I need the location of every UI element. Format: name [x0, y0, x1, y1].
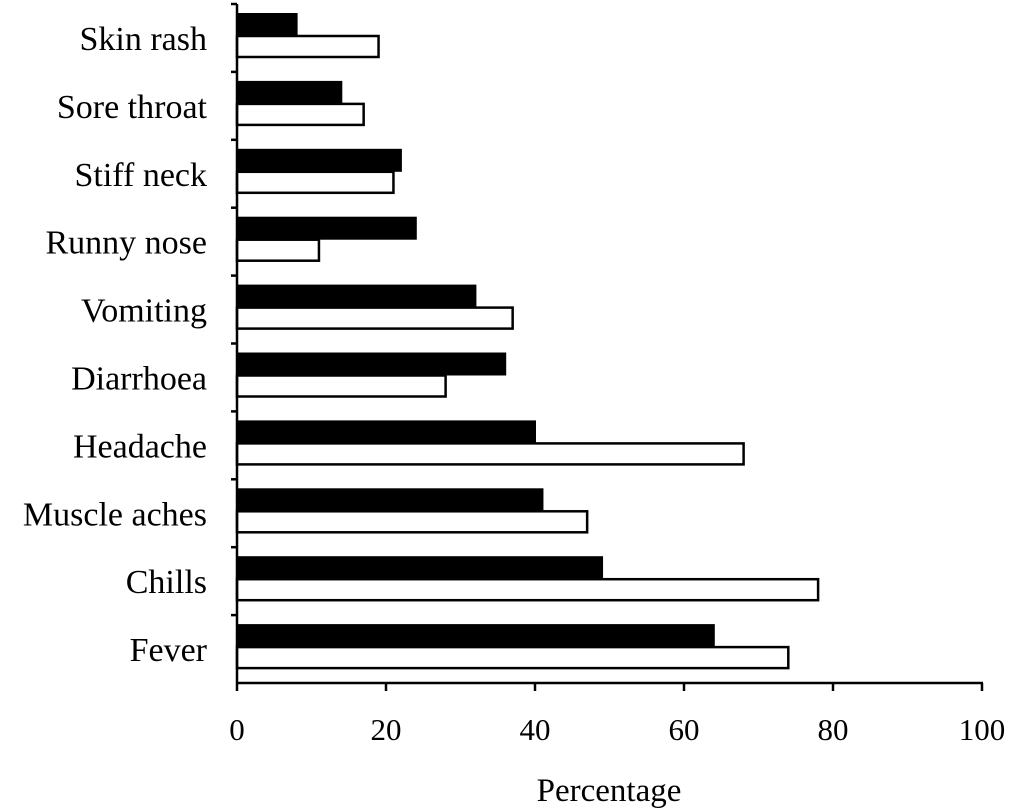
x-axis-title: Percentage	[537, 773, 682, 809]
category-label-diarrhoea: Diarrhoea	[71, 360, 207, 397]
category-label-skin-rash: Skin rash	[80, 21, 208, 58]
bar-runny-nose-series-1	[236, 216, 417, 240]
bar-skin-rash-series-1	[236, 13, 298, 36]
bar-vomiting-series-1	[236, 284, 477, 308]
bar-muscle-aches-series-1	[236, 488, 544, 512]
x-tick-label-20: 20	[371, 712, 402, 747]
bar-vomiting-series-2	[235, 306, 514, 330]
category-label-fever: Fever	[130, 632, 208, 669]
category-label-muscle-aches: Muscle aches	[23, 496, 207, 533]
bar-headache-series-2	[235, 442, 745, 466]
labels-group: Fever Chills Muscle aches Headache Diarrhoea…	[23, 21, 1005, 747]
bar-muscle-aches-series-2	[235, 510, 589, 534]
axes-group	[231, 2, 984, 691]
bar-sore-throat-series-2	[235, 102, 365, 127]
bar-stiff-neck-series-2	[235, 170, 395, 195]
category-label-vomiting: Vomiting	[81, 293, 207, 330]
bar-fever-series-2	[235, 645, 790, 670]
x-tick-label-0: 0	[229, 712, 245, 747]
bars-group	[235, 13, 820, 670]
x-tick-label-100: 100	[959, 712, 1006, 747]
bar-sore-throat-series-1	[236, 80, 343, 104]
category-label-runny-nose: Runny nose	[46, 225, 208, 262]
x-tick-label-40: 40	[520, 712, 551, 747]
bar-headache-series-1	[236, 420, 536, 444]
bar-chills-series-2	[235, 577, 820, 602]
category-label-sore-throat: Sore throat	[57, 89, 208, 126]
bar-diarrhoea-series-2	[235, 374, 447, 398]
bar-stiff-neck-series-1	[236, 148, 402, 172]
category-label-chills: Chills	[126, 564, 207, 601]
category-label-stiff-neck: Stiff neck	[74, 157, 207, 194]
x-tick-label-60: 60	[669, 712, 700, 747]
bar-skin-rash-series-2	[235, 34, 380, 59]
bar-diarrhoea-series-1	[236, 352, 507, 376]
bar-runny-nose-series-2	[235, 238, 321, 262]
x-tick-label-80: 80	[818, 712, 849, 747]
bar-chills-series-1	[236, 556, 604, 580]
category-label-headache: Headache	[73, 428, 207, 465]
bar-fever-series-1	[236, 624, 715, 648]
